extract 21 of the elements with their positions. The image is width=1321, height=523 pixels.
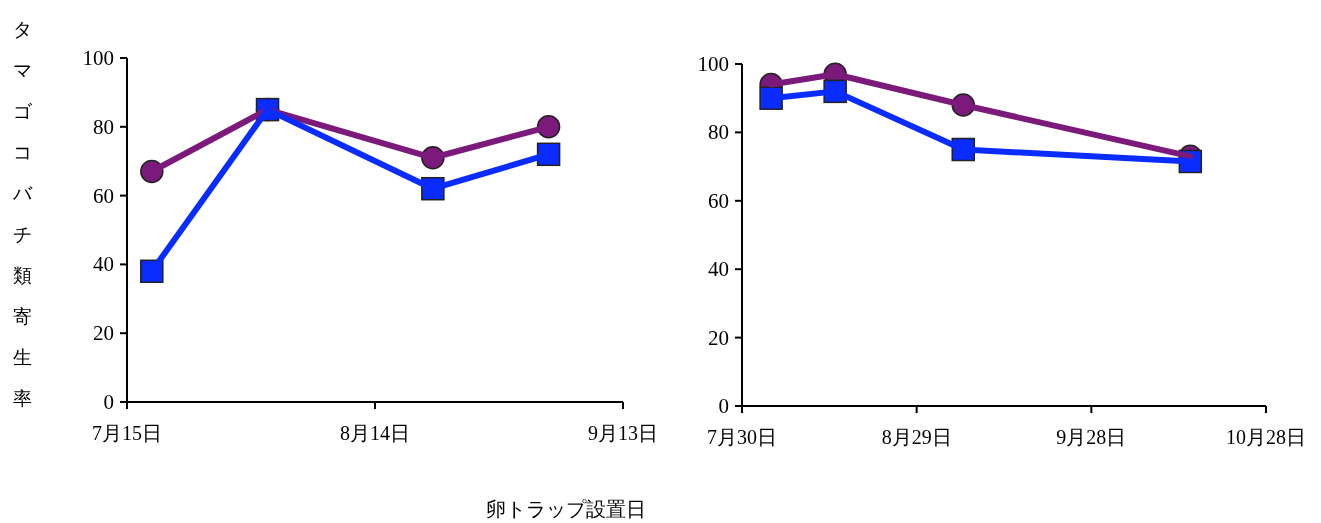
x-tick-label: 8月29日: [881, 426, 952, 448]
y-tick-label: 100: [697, 52, 729, 76]
x-tick-label: 10月28日: [1226, 426, 1306, 448]
y-tick-label: 40: [93, 252, 114, 277]
text: タマゴコバチ類寄生率: [12, 19, 32, 409]
y-tick-label: 40: [708, 257, 729, 282]
x-tick-label: 9月13日: [588, 422, 658, 444]
x-tick-label: 7月15日: [92, 422, 162, 444]
y-tick-label: 80: [93, 114, 114, 139]
y-tick-label: 20: [93, 321, 114, 346]
x-tick-label: 7月30日: [707, 426, 777, 448]
y-tick-label: 60: [708, 188, 729, 213]
y-tick-label: 0: [718, 394, 729, 418]
y-tick-label: 60: [93, 183, 114, 208]
y-tick-label: 20: [708, 325, 729, 350]
y-tick-label: 80: [708, 120, 729, 145]
x-tick-label: 9月28日: [1056, 426, 1127, 448]
x-tick-label: 8月14日: [340, 422, 410, 444]
x-axis-title: 卵トラップ設置日: [486, 498, 646, 520]
y-tick-label: 100: [82, 46, 114, 70]
y-tick-label: 0: [103, 390, 114, 414]
